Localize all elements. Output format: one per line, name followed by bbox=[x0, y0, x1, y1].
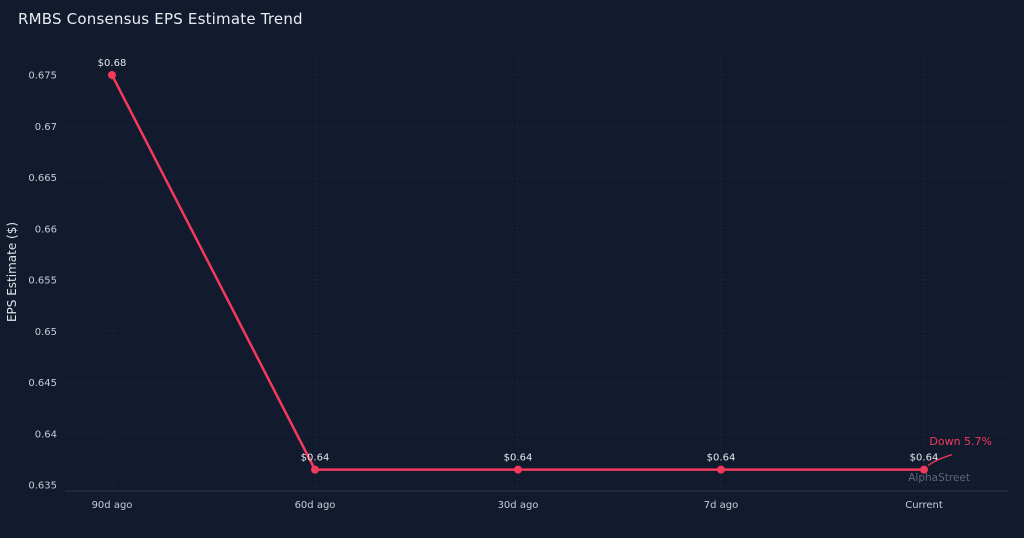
y-tick-label: 0.635 bbox=[28, 481, 57, 492]
data-point-label: $0.64 bbox=[301, 453, 330, 464]
x-tick-label: 90d ago bbox=[92, 500, 133, 511]
y-tick-label: 0.67 bbox=[35, 122, 57, 133]
annotation-leader-line bbox=[927, 454, 953, 467]
y-tick-label: 0.645 bbox=[28, 378, 57, 389]
data-point-label: $0.64 bbox=[707, 453, 736, 464]
eps-line-series bbox=[110, 73, 926, 471]
y-tick-label: 0.675 bbox=[28, 71, 57, 82]
y-tick-label: 0.65 bbox=[35, 327, 57, 338]
y-tick-label: 0.64 bbox=[35, 429, 57, 440]
x-tick-label: 60d ago bbox=[295, 500, 336, 511]
data-point-marker bbox=[920, 465, 928, 474]
x-tick-label: 30d ago bbox=[498, 500, 539, 511]
x-tick-label: Current bbox=[905, 500, 943, 511]
y-tick-label: 0.665 bbox=[28, 173, 57, 184]
data-point-marker bbox=[514, 465, 522, 474]
data-point-label: $0.64 bbox=[910, 453, 939, 464]
data-point-marker bbox=[311, 465, 319, 474]
x-tick-label: 7d ago bbox=[704, 500, 738, 511]
chart-title: RMBS Consensus EPS Estimate Trend bbox=[18, 10, 303, 28]
watermark: AlphaStreet bbox=[908, 472, 970, 484]
data-point-label: $0.64 bbox=[504, 453, 533, 464]
data-point-label: $0.68 bbox=[98, 58, 127, 69]
y-axis-title: EPS Estimate ($) bbox=[5, 221, 19, 323]
data-point-marker bbox=[108, 71, 116, 79]
data-point-marker bbox=[717, 465, 725, 474]
y-tick-label: 0.66 bbox=[35, 224, 57, 235]
y-tick-label: 0.655 bbox=[28, 276, 57, 287]
change-annotation: Down 5.7% bbox=[929, 435, 992, 448]
